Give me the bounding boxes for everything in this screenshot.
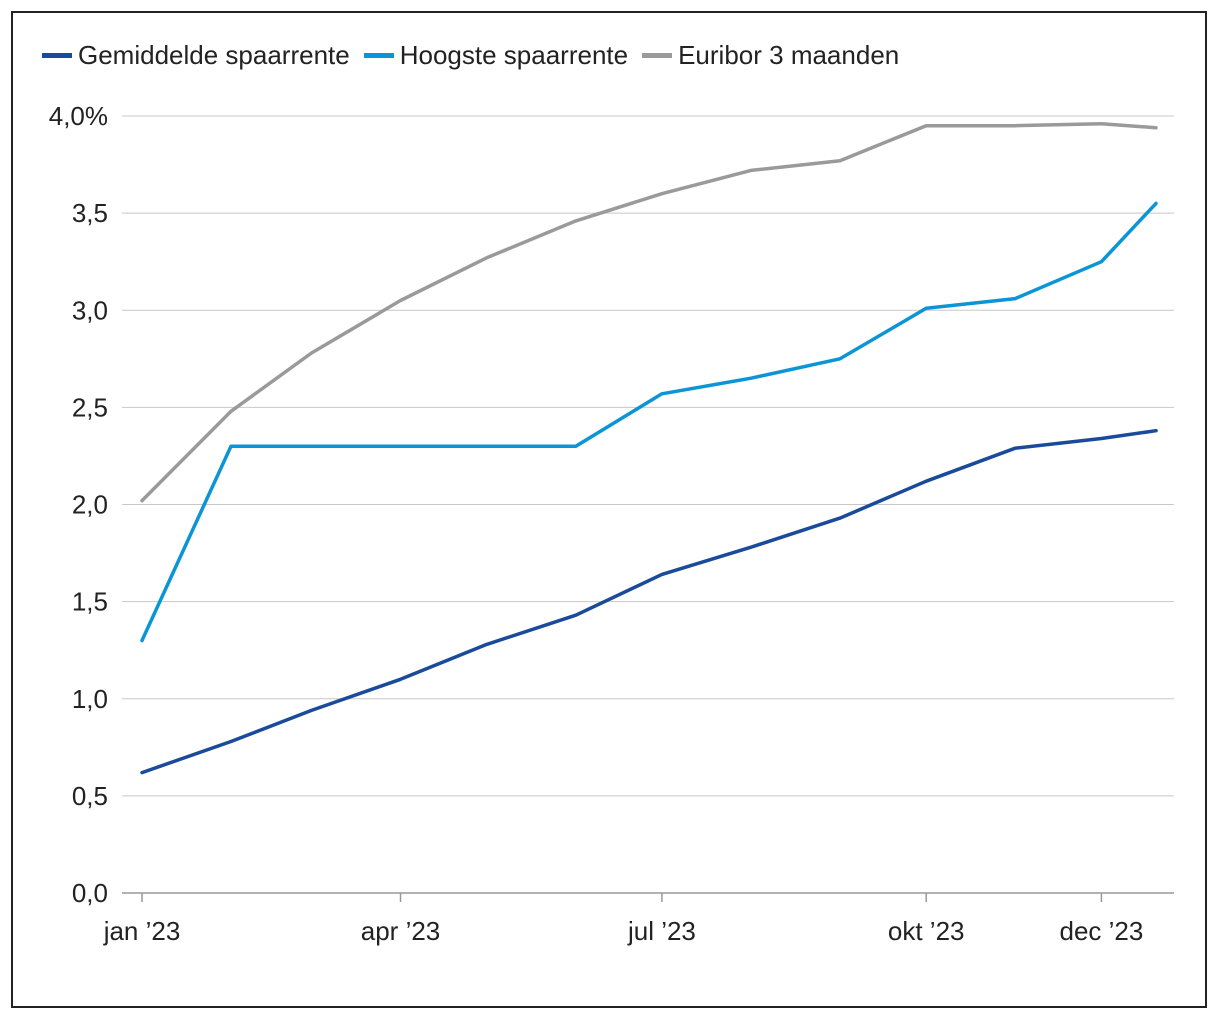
legend-swatch-euribor bbox=[642, 53, 673, 58]
x-tick-label: jan ’23 bbox=[103, 916, 181, 946]
legend-item-gemiddelde: Gemiddelde spaarrente bbox=[42, 40, 350, 71]
series-line-0 bbox=[140, 428, 1158, 775]
legend-label-hoogste: Hoogste spaarrente bbox=[399, 40, 629, 70]
series-line-2 bbox=[140, 122, 1158, 503]
y-tick-label: 3,0 bbox=[72, 295, 108, 325]
legend: Gemiddelde spaarrente Hoogste spaarrente… bbox=[42, 40, 913, 71]
x-tick-label: jul ’23 bbox=[627, 916, 696, 946]
y-tick-label: 0,5 bbox=[72, 781, 108, 811]
legend-item-euribor: Euribor 3 maanden bbox=[642, 40, 899, 71]
y-tick-label: 2,0 bbox=[72, 490, 108, 520]
gridlines bbox=[122, 115, 1174, 797]
y-tick-label: 4,0% bbox=[49, 101, 108, 131]
y-tick-label: 1,0 bbox=[72, 684, 108, 714]
legend-label-gemiddelde: Gemiddelde spaarrente bbox=[78, 40, 350, 70]
x-tick-label: okt ’23 bbox=[888, 916, 965, 946]
y-tick-label: 3,5 bbox=[72, 198, 108, 228]
legend-item-hoogste: Hoogste spaarrente bbox=[363, 40, 629, 71]
legend-swatch-hoogste bbox=[363, 53, 394, 58]
y-tick-label: 1,5 bbox=[72, 587, 108, 617]
y-tick-label: 2,5 bbox=[72, 392, 108, 422]
x-tick-label: dec ’23 bbox=[1060, 916, 1144, 946]
legend-swatch-gemiddelde bbox=[42, 53, 72, 58]
x-tick-label: apr ’23 bbox=[361, 916, 441, 946]
axes: 0,0 0,5 1,0 1,5 2,0 2,5 3,0 3,5 4,0% jan ’23 apr ’… bbox=[49, 101, 1174, 946]
series-lines bbox=[140, 122, 1158, 775]
y-tick-label: 0,0 bbox=[72, 878, 108, 908]
legend-label-euribor: Euribor 3 maanden bbox=[678, 40, 900, 70]
series-line-1 bbox=[140, 201, 1158, 643]
chart-frame bbox=[11, 11, 1207, 1008]
